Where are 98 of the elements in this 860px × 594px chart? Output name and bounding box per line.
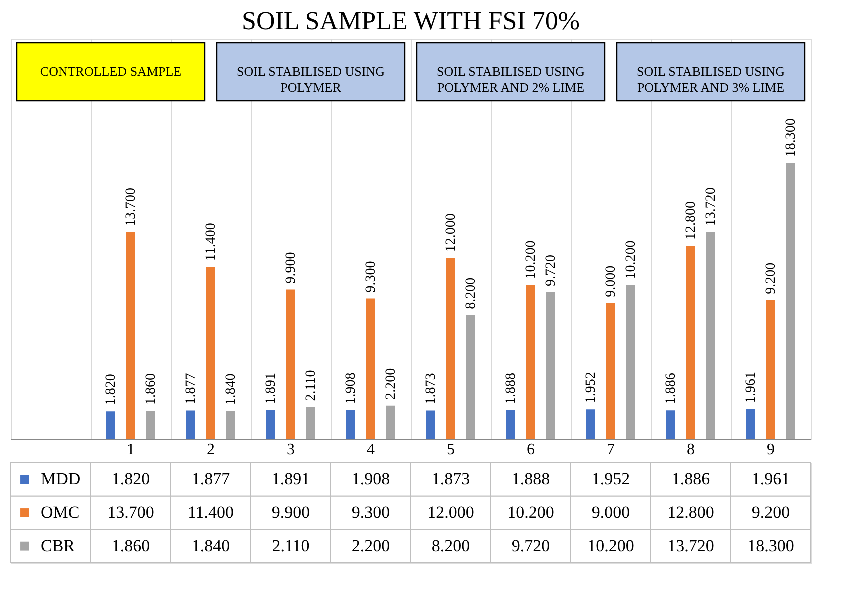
bar	[606, 303, 616, 439]
text: SOIL STABILISED USING POLYMER AND 3% LIME	[637, 64, 785, 95]
data-label: 9.900	[272, 503, 310, 522]
data-label: 1.840	[192, 536, 230, 556]
bar	[206, 267, 216, 439]
text: 9.720	[544, 254, 559, 286]
bar	[446, 258, 456, 439]
text: 1.886	[664, 373, 679, 405]
data-label: 1.877	[192, 470, 231, 489]
text: 18.300	[784, 118, 799, 158]
text: 9.000	[604, 266, 619, 298]
data-label: 11.400	[188, 503, 234, 522]
bar	[346, 410, 356, 439]
bar	[286, 290, 296, 439]
bar	[126, 232, 136, 439]
text: 8.200	[464, 278, 479, 310]
text: SOIL STABILISED USING POLYMER	[237, 64, 385, 95]
text: 1.877	[184, 373, 199, 405]
x-tick-label: 3	[287, 442, 295, 458]
text: CONTROLLED SAMPLE	[40, 64, 182, 79]
data-label: 10.200	[508, 503, 554, 522]
data-label: 12.000	[428, 503, 474, 522]
bar	[226, 411, 236, 439]
text: 1.840	[224, 374, 239, 406]
text: 12.800	[684, 202, 699, 240]
text: 1.891	[264, 372, 279, 404]
x-tick-label: 9	[767, 442, 775, 458]
x-tick-label: 2	[207, 442, 215, 458]
x-tick-label: 1	[127, 442, 135, 458]
bar	[626, 285, 636, 439]
data-label: 1.891	[272, 470, 310, 489]
data-label: 9.300	[352, 503, 390, 522]
bar	[746, 409, 756, 439]
data-label: 9.000	[592, 503, 630, 522]
bar	[366, 298, 376, 439]
data-label: 1.888	[512, 470, 550, 489]
data-label: 2.200	[352, 536, 390, 556]
bar	[786, 163, 796, 439]
x-tick-label: 5	[447, 442, 455, 458]
bar	[306, 407, 316, 439]
bar	[666, 410, 676, 439]
bar	[766, 300, 776, 439]
text: 13.700	[124, 188, 139, 226]
bar	[466, 315, 476, 439]
text: 12.000	[444, 214, 459, 252]
text: 1.952	[584, 372, 599, 404]
bar	[586, 410, 596, 439]
data-label: 13.720	[668, 536, 714, 556]
x-tick-label: 6	[527, 442, 535, 458]
bar	[546, 292, 556, 439]
text: 11.400	[204, 223, 219, 262]
text: 1.888	[504, 373, 519, 405]
text: 10.200	[524, 240, 539, 280]
data-label: 2.110	[272, 536, 310, 556]
data-label: 18.300	[748, 536, 794, 556]
data-label: 8.200	[432, 536, 470, 556]
text: 9.300	[364, 261, 379, 293]
legend-label: MDD	[41, 470, 81, 489]
text: 1.873	[424, 373, 439, 405]
bar	[706, 232, 716, 439]
bar	[386, 406, 396, 439]
legend-label: CBR	[41, 536, 76, 556]
data-label: 1.961	[752, 470, 790, 489]
text: 9.900	[284, 252, 299, 284]
data-label: 1.860	[112, 536, 150, 556]
data-label: 1.886	[672, 470, 710, 489]
text: 1.961	[744, 372, 759, 404]
text: 1.908	[344, 372, 359, 404]
data-label: 10.200	[588, 536, 634, 556]
data-label: 12.800	[668, 503, 714, 522]
text: 13.720	[704, 188, 719, 226]
text: 1.820	[104, 374, 119, 406]
bar	[106, 412, 116, 439]
text: 10.200	[624, 240, 639, 280]
bar	[526, 285, 536, 439]
data-label: 9.720	[512, 536, 550, 556]
legend-label: OMC	[41, 503, 80, 522]
text: 2.200	[384, 368, 399, 400]
data-label: 1.952	[592, 470, 630, 489]
x-tick-label: 7	[607, 442, 615, 458]
chart-title: SOIL SAMPLE WITH FSI 70%	[242, 6, 580, 36]
text: 1.860	[144, 373, 159, 405]
bar	[146, 410, 156, 439]
x-tick-label: 8	[687, 442, 695, 458]
data-label: 13.700	[108, 503, 154, 522]
bar	[186, 410, 196, 439]
text: 9.200	[764, 262, 779, 294]
text: SOIL STABILISED USING POLYMER AND 2% LIME	[437, 64, 585, 95]
bar	[686, 246, 696, 439]
bar	[426, 410, 436, 439]
text: 2.110	[304, 370, 319, 402]
bar	[266, 410, 276, 439]
bar	[506, 410, 516, 439]
x-tick-label: 4	[367, 442, 375, 458]
data-label: 1.873	[432, 470, 470, 489]
data-label: 1.908	[352, 470, 390, 489]
data-label: 9.200	[752, 503, 790, 522]
data-label: 1.820	[112, 470, 150, 489]
